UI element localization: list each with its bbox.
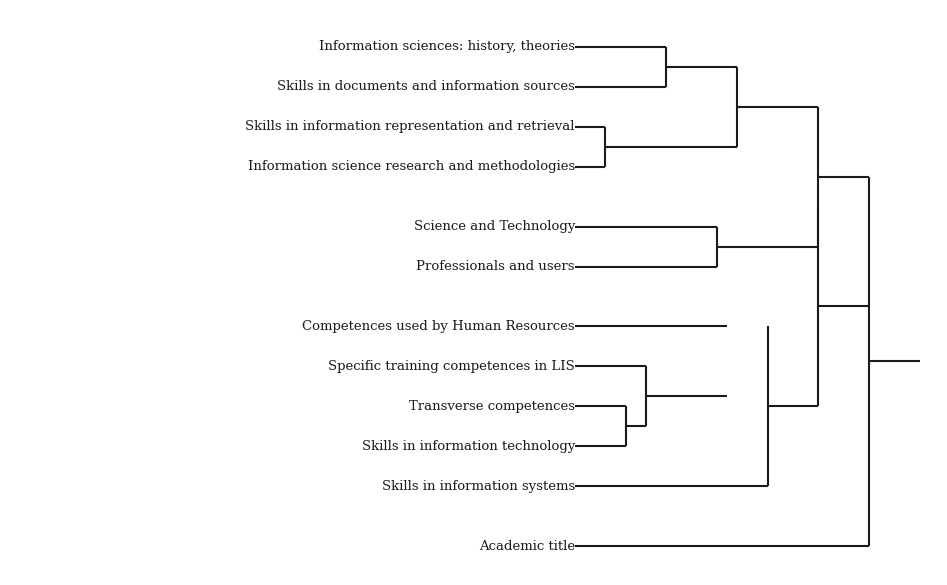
Text: Transverse competences: Transverse competences — [409, 400, 575, 413]
Text: Skills in information systems: Skills in information systems — [382, 480, 575, 493]
Text: Academic title: Academic title — [479, 539, 575, 553]
Text: Information science research and methodologies: Information science research and methodo… — [248, 160, 575, 173]
Text: Skills in documents and information sources: Skills in documents and information sour… — [277, 80, 575, 94]
Text: Specific training competences in LIS: Specific training competences in LIS — [329, 360, 575, 373]
Text: Skills in information technology: Skills in information technology — [362, 440, 575, 453]
Text: Information sciences: history, theories: Information sciences: history, theories — [319, 40, 575, 53]
Text: Science and Technology: Science and Technology — [414, 220, 575, 233]
Text: Skills in information representation and retrieval: Skills in information representation and… — [245, 121, 575, 133]
Text: Professionals and users: Professionals and users — [417, 260, 575, 273]
Text: Competences used by Human Resources: Competences used by Human Resources — [302, 320, 575, 333]
